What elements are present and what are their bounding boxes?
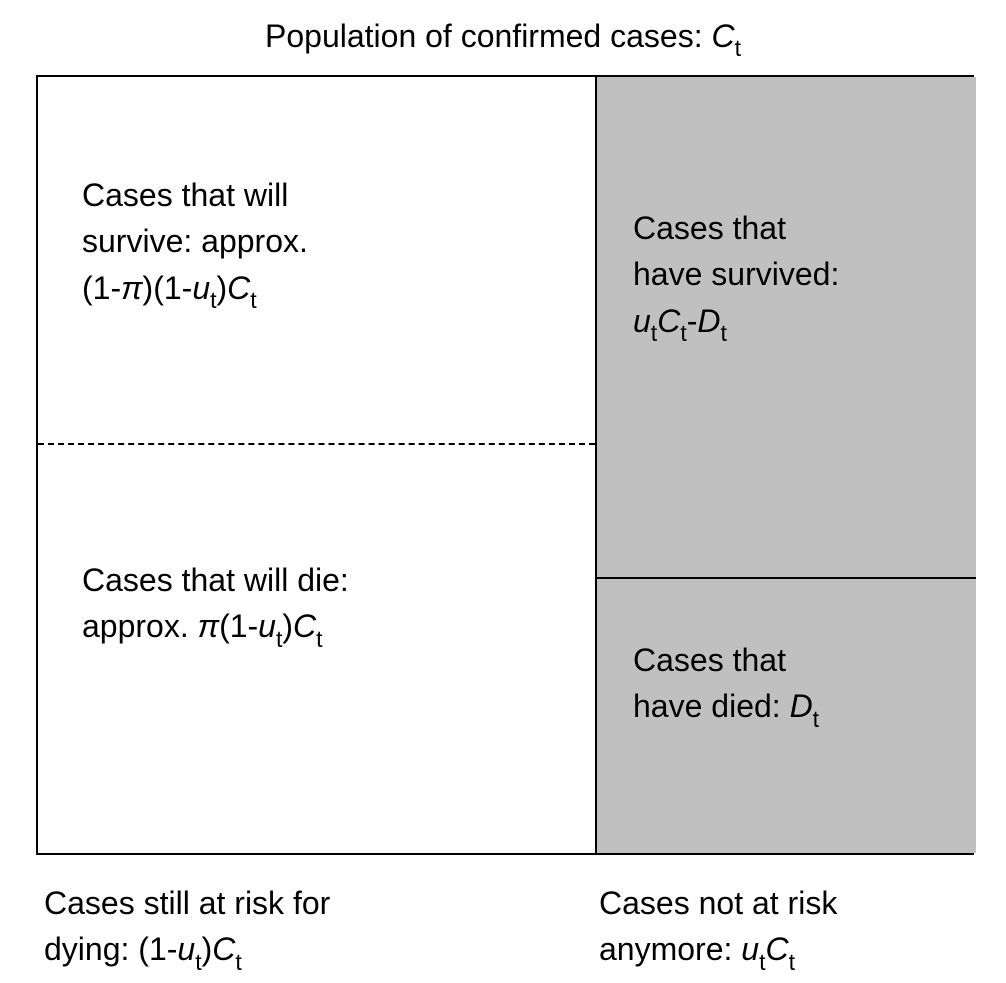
bl-line1: Cases that will die: xyxy=(82,562,349,598)
blr-sub-t1: t xyxy=(759,949,765,975)
bl-C: C xyxy=(293,608,316,644)
tr-sub-t3: t xyxy=(720,320,726,346)
tl-open1: (1- xyxy=(82,270,121,306)
bl-sub-t1: t xyxy=(276,626,282,652)
title-prefix: Population of confirmed cases: xyxy=(265,18,711,54)
bll-close: ) xyxy=(202,931,213,967)
cell-have-survived: Cases that have survived: utCt-Dt xyxy=(633,205,839,349)
blr-sub-t2: t xyxy=(789,949,795,975)
tr-C: C xyxy=(657,303,680,339)
tr-D: D xyxy=(697,303,720,339)
cell-will-die: Cases that will die: approx. π(1-ut)Ct xyxy=(82,557,349,654)
diagram-container: Population of confirmed cases: Ct Cases … xyxy=(0,0,1006,983)
bll-u: u xyxy=(177,931,195,967)
tl-u: u xyxy=(192,270,210,306)
bl-close: ) xyxy=(282,608,293,644)
br-line2-prefix: have died: xyxy=(633,688,790,724)
bll-line2-prefix: dying: (1- xyxy=(44,931,177,967)
tr-sub-t1: t xyxy=(651,320,657,346)
bl-open: (1- xyxy=(219,608,258,644)
tl-C: C xyxy=(227,270,250,306)
bl-u: u xyxy=(258,608,276,644)
tl-line2: survive: approx. xyxy=(82,223,308,259)
right-column xyxy=(595,77,976,853)
left-divider-dashed xyxy=(38,443,595,445)
tr-sub-t2: t xyxy=(680,320,686,346)
bottom-label-at-risk: Cases still at risk for dying: (1-ut)Ct xyxy=(44,880,584,977)
tl-pi: π xyxy=(121,270,142,306)
cell-have-died: Cases that have died: Dt xyxy=(633,637,819,734)
br-sub-t: t xyxy=(813,706,819,732)
blr-C: C xyxy=(765,931,788,967)
bl-sub-t2: t xyxy=(316,626,322,652)
tr-line2: have survived: xyxy=(633,256,839,292)
tr-minus: - xyxy=(687,303,698,339)
bl-pi: π xyxy=(198,608,219,644)
bll-C: C xyxy=(212,931,235,967)
br-D: D xyxy=(790,688,813,724)
tl-sub-t1: t xyxy=(210,287,216,313)
bll-line1: Cases still at risk for xyxy=(44,885,330,921)
bll-sub-t2: t xyxy=(235,949,241,975)
right-divider-solid xyxy=(595,577,976,579)
tl-line1: Cases that will xyxy=(82,177,288,213)
diagram-title: Population of confirmed cases: Ct xyxy=(0,18,1006,60)
blr-line1: Cases not at risk xyxy=(599,885,837,921)
diagram-grid: Cases that will survive: approx. (1-π)(1… xyxy=(36,75,974,855)
title-sub-t: t xyxy=(735,35,741,61)
tl-close1: ) xyxy=(217,270,228,306)
bottom-label-not-at-risk: Cases not at risk anymore: utCt xyxy=(599,880,999,977)
tr-u: u xyxy=(633,303,651,339)
title-var-C: C xyxy=(711,18,734,54)
tl-mid1: )(1- xyxy=(143,270,193,306)
bl-line2-prefix: approx. xyxy=(82,608,198,644)
br-line1: Cases that xyxy=(633,642,786,678)
tr-line1: Cases that xyxy=(633,210,786,246)
blr-u: u xyxy=(741,931,759,967)
blr-line2-prefix: anymore: xyxy=(599,931,741,967)
cell-will-survive: Cases that will survive: approx. (1-π)(1… xyxy=(82,172,308,316)
tl-sub-t2: t xyxy=(250,287,256,313)
bll-sub-t1: t xyxy=(195,949,201,975)
